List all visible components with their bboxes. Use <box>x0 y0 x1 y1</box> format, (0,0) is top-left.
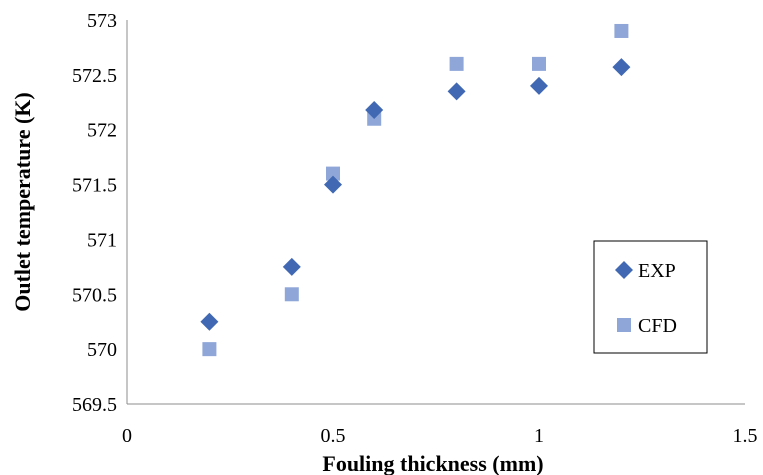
diamond-point <box>324 175 342 194</box>
diamond-point <box>282 257 301 276</box>
y-tick-label: 572.5 <box>72 65 117 87</box>
y-tick-label: 570 <box>87 339 117 361</box>
diamond-point <box>530 76 548 95</box>
y-tick-label: 573 <box>87 10 117 32</box>
y-tick-label: 571 <box>87 229 117 251</box>
x-tick-label: 1 <box>534 425 544 447</box>
legend-label: CFD <box>638 315 677 337</box>
legend-item-exp: EXP <box>615 260 676 282</box>
diamond-point <box>365 100 384 119</box>
x-tick-label: 0 <box>122 425 132 447</box>
axes-layer <box>126 20 745 405</box>
square-point <box>532 56 546 71</box>
diamond-point <box>447 82 466 101</box>
data-points-layer <box>200 23 631 357</box>
legend: EXP CFD <box>593 240 708 354</box>
x-tick-label: 1.5 <box>733 425 758 447</box>
y-tick-label: 572 <box>87 120 117 142</box>
legend-square-marker <box>617 318 631 332</box>
legend-item-cfd: CFD <box>617 315 677 337</box>
square-point <box>449 56 464 71</box>
y-tick-label: 569.5 <box>72 394 117 416</box>
diamond-point <box>612 58 631 77</box>
square-point <box>326 166 340 181</box>
legend-diamond-marker <box>615 261 633 279</box>
legend-box <box>593 240 708 354</box>
diamond-point <box>200 312 219 331</box>
series-cfd <box>202 23 629 357</box>
y-tick-label: 570.5 <box>72 284 117 306</box>
x-tick-label: 0.5 <box>321 425 346 447</box>
square-point <box>614 23 629 38</box>
y-tick-label: 571.5 <box>72 175 117 197</box>
legend-items: EXP CFD <box>615 260 677 337</box>
square-point <box>202 342 217 357</box>
legend-label: EXP <box>638 260 676 282</box>
series-exp <box>200 58 631 331</box>
y-axis-title: Outlet temperature (K) <box>10 92 35 312</box>
tick-labels-layer: 569.5 570 570.5 571 571.5 572 572.5 573 0 0.5 1 1.5 <box>72 10 758 447</box>
square-point <box>284 287 299 302</box>
x-axis-title: Fouling thickness (mm) <box>322 451 543 475</box>
